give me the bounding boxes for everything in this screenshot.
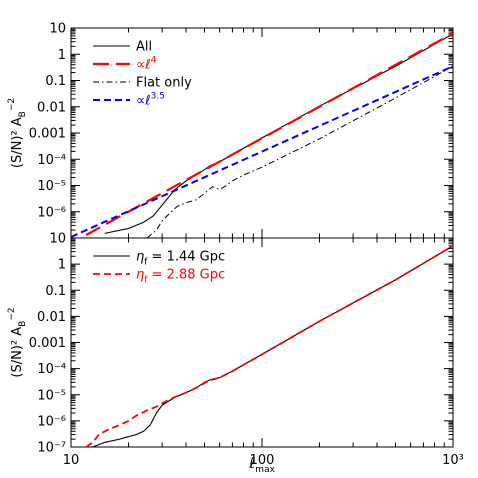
x-axis-label: ℓmax bbox=[248, 454, 275, 475]
y-tick-label: 0.1 bbox=[45, 284, 66, 299]
legend-label: ∝ℓ3.5 bbox=[136, 92, 165, 109]
top-panel: 10 1 0.1 0.01 0.001 10⁻⁴ 10⁻⁵ 10⁻⁶ (S/N)² AB−2 Al… bbox=[7, 22, 454, 239]
y-tick-label: 10⁻⁵ bbox=[37, 179, 66, 194]
y-axis-label: (S/N)² AB−2 bbox=[7, 98, 28, 168]
y-tick-label: 10⁻⁶ bbox=[37, 414, 66, 429]
y-tick-label: 0.001 bbox=[29, 336, 66, 351]
y-tick-label: 10 bbox=[49, 232, 66, 247]
series-line-top-3 bbox=[71, 65, 453, 238]
y-tick-label: 10 bbox=[49, 22, 66, 37]
y-tick-label: 0.01 bbox=[37, 100, 66, 115]
y-axis-label: (S/N)² AB−2 bbox=[7, 307, 28, 377]
y-tick-label: 0.1 bbox=[45, 74, 66, 89]
y-tick-label: 10⁻⁴ bbox=[37, 153, 66, 168]
y-tick-label: 1 bbox=[58, 48, 66, 63]
y-tick-label: 0.001 bbox=[29, 127, 66, 142]
x-tick-label: 100 bbox=[250, 453, 275, 468]
plot-frame-bottom bbox=[70, 237, 454, 448]
legend-label: ηf = 2.88 Gpc bbox=[136, 268, 225, 286]
plot-frame-top bbox=[70, 27, 454, 239]
legend-label: Flat only bbox=[136, 76, 192, 91]
series-line-bottom-0 bbox=[92, 245, 453, 447]
series-line-top-1 bbox=[85, 32, 453, 236]
legend-label: ∝ℓ4 bbox=[136, 56, 157, 73]
ticks-top bbox=[70, 27, 454, 239]
series-line-top-2 bbox=[146, 65, 453, 238]
y-tick-label: 10⁻⁶ bbox=[37, 205, 66, 220]
ticks-bottom bbox=[70, 237, 454, 448]
y-tick-label: 10⁻⁷ bbox=[37, 441, 66, 456]
x-tick-label: 10³ bbox=[442, 453, 464, 468]
y-tick-label: 10⁻⁵ bbox=[37, 388, 66, 403]
y-tick-label: 10⁻⁴ bbox=[37, 362, 66, 377]
legend-label: All bbox=[136, 40, 152, 55]
legend-label: ηf = 1.44 Gpc bbox=[136, 250, 225, 268]
x-tick-label: 10 bbox=[63, 453, 80, 468]
series-line-bottom-1 bbox=[85, 245, 453, 447]
series-line-top-0 bbox=[104, 33, 453, 234]
legend-top: All∝ℓ4 Flat only∝ℓ3.5 bbox=[93, 40, 192, 109]
y-tick-label: 1 bbox=[58, 258, 66, 273]
y-tick-label: 0.01 bbox=[37, 310, 66, 325]
